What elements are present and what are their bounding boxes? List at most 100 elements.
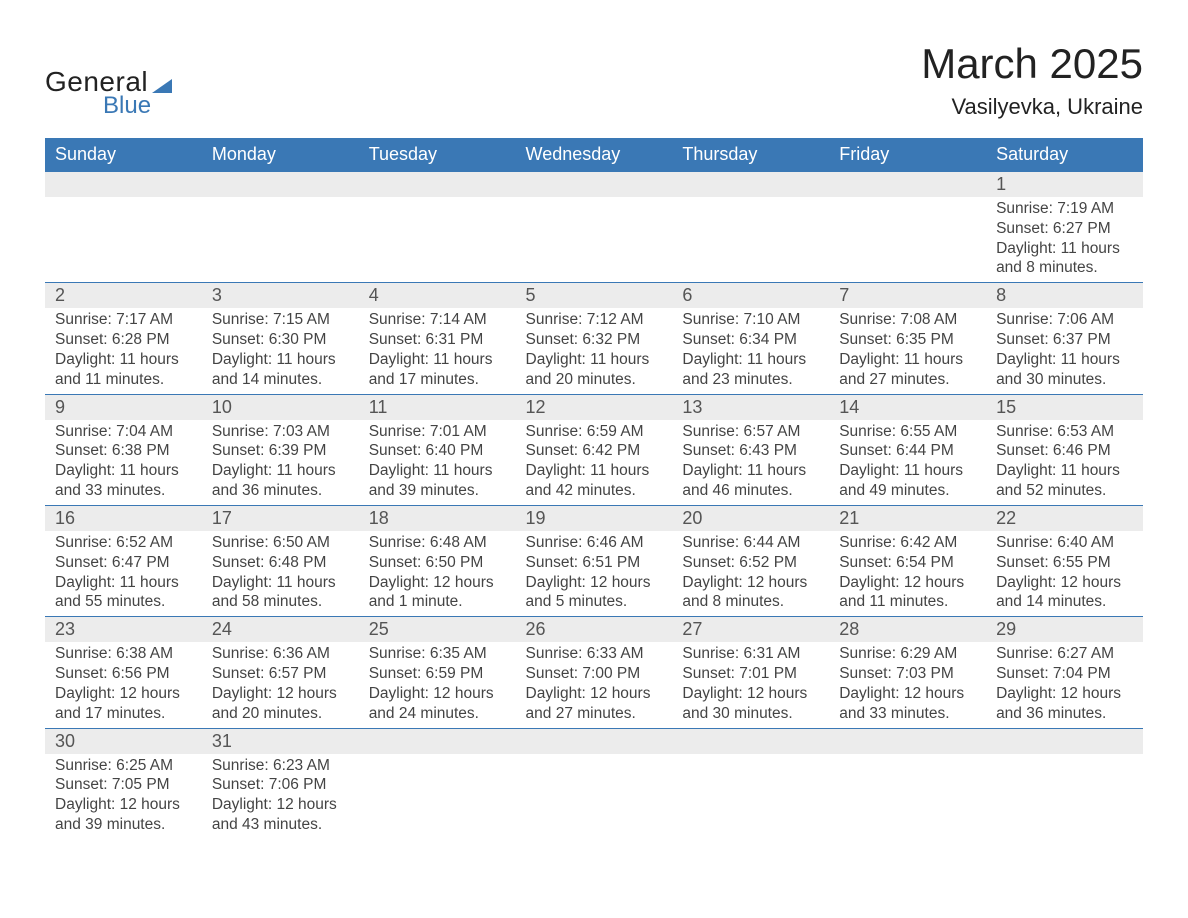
day-data: Sunrise: 7:19 AMSunset: 6:27 PMDaylight:… [986,197,1143,282]
day-data [829,197,986,223]
day-data: Sunrise: 6:40 AMSunset: 6:55 PMDaylight:… [986,531,1143,616]
day-data-cell: Sunrise: 6:59 AMSunset: 6:42 PMDaylight:… [516,420,673,506]
day-number-cell: 13 [672,394,829,420]
day-data-cell: Sunrise: 6:57 AMSunset: 6:43 PMDaylight:… [672,420,829,506]
day-data-cell: Sunrise: 6:48 AMSunset: 6:50 PMDaylight:… [359,531,516,617]
day-data-cell: Sunrise: 6:29 AMSunset: 7:03 PMDaylight:… [829,642,986,728]
day-number [829,172,986,197]
day-number-cell: 20 [672,505,829,531]
day-number-cell [986,728,1143,754]
day-data-cell: Sunrise: 6:52 AMSunset: 6:47 PMDaylight:… [45,531,202,617]
day-number-cell: 8 [986,283,1143,309]
day-number: 24 [202,617,359,642]
day-number: 15 [986,395,1143,420]
day-data: Sunrise: 6:31 AMSunset: 7:01 PMDaylight:… [672,642,829,727]
day-number: 16 [45,506,202,531]
day-data-cell: Sunrise: 7:10 AMSunset: 6:34 PMDaylight:… [672,308,829,394]
day-data [516,754,673,780]
title-block: March 2025 Vasilyevka, Ukraine [921,40,1143,120]
day-data: Sunrise: 7:10 AMSunset: 6:34 PMDaylight:… [672,308,829,393]
weekday-header: Saturday [986,138,1143,172]
day-number-cell: 26 [516,617,673,643]
day-number: 29 [986,617,1143,642]
day-data-cell [202,197,359,283]
day-number-cell: 23 [45,617,202,643]
day-number-cell: 12 [516,394,673,420]
day-number-cell [45,172,202,198]
day-data: Sunrise: 7:06 AMSunset: 6:37 PMDaylight:… [986,308,1143,393]
day-number: 3 [202,283,359,308]
day-data-cell: Sunrise: 6:25 AMSunset: 7:05 PMDaylight:… [45,754,202,839]
day-number-cell [829,728,986,754]
day-number: 18 [359,506,516,531]
day-data-cell: Sunrise: 7:17 AMSunset: 6:28 PMDaylight:… [45,308,202,394]
day-number: 20 [672,506,829,531]
day-data-cell [45,197,202,283]
day-number-cell [202,172,359,198]
weekday-header: Monday [202,138,359,172]
day-number-cell: 22 [986,505,1143,531]
day-data [359,754,516,780]
day-data: Sunrise: 6:44 AMSunset: 6:52 PMDaylight:… [672,531,829,616]
day-number-cell: 4 [359,283,516,309]
day-data-cell: Sunrise: 7:15 AMSunset: 6:30 PMDaylight:… [202,308,359,394]
day-data-cell: Sunrise: 6:50 AMSunset: 6:48 PMDaylight:… [202,531,359,617]
day-number: 27 [672,617,829,642]
day-data: Sunrise: 6:59 AMSunset: 6:42 PMDaylight:… [516,420,673,505]
week-daynum-row: 9101112131415 [45,394,1143,420]
day-number-cell [359,728,516,754]
day-number-cell: 30 [45,728,202,754]
day-number-cell [672,728,829,754]
day-number-cell [359,172,516,198]
day-data-cell: Sunrise: 6:35 AMSunset: 6:59 PMDaylight:… [359,642,516,728]
day-data-cell: Sunrise: 7:19 AMSunset: 6:27 PMDaylight:… [986,197,1143,283]
day-data-cell [359,197,516,283]
day-number-cell: 6 [672,283,829,309]
day-number: 5 [516,283,673,308]
logo: General Blue [45,66,172,120]
week-data-row: Sunrise: 6:38 AMSunset: 6:56 PMDaylight:… [45,642,1143,728]
day-data-cell: Sunrise: 7:03 AMSunset: 6:39 PMDaylight:… [202,420,359,506]
day-data-cell: Sunrise: 6:38 AMSunset: 6:56 PMDaylight:… [45,642,202,728]
day-data-cell: Sunrise: 6:33 AMSunset: 7:00 PMDaylight:… [516,642,673,728]
day-number: 9 [45,395,202,420]
day-number-cell: 16 [45,505,202,531]
week-daynum-row: 16171819202122 [45,505,1143,531]
day-data [672,754,829,780]
day-number: 25 [359,617,516,642]
day-number-cell: 17 [202,505,359,531]
location: Vasilyevka, Ukraine [921,94,1143,120]
day-number-cell: 31 [202,728,359,754]
week-data-row: Sunrise: 7:19 AMSunset: 6:27 PMDaylight:… [45,197,1143,283]
day-data: Sunrise: 7:17 AMSunset: 6:28 PMDaylight:… [45,308,202,393]
day-data [986,754,1143,780]
day-data: Sunrise: 6:23 AMSunset: 7:06 PMDaylight:… [202,754,359,839]
day-number-cell: 19 [516,505,673,531]
day-data-cell [829,754,986,839]
day-number: 22 [986,506,1143,531]
day-number: 1 [986,172,1143,197]
day-number-cell: 7 [829,283,986,309]
day-number: 17 [202,506,359,531]
week-data-row: Sunrise: 7:04 AMSunset: 6:38 PMDaylight:… [45,420,1143,506]
day-data: Sunrise: 6:55 AMSunset: 6:44 PMDaylight:… [829,420,986,505]
day-data-cell: Sunrise: 6:55 AMSunset: 6:44 PMDaylight:… [829,420,986,506]
day-data: Sunrise: 6:35 AMSunset: 6:59 PMDaylight:… [359,642,516,727]
day-number-cell: 21 [829,505,986,531]
week-data-row: Sunrise: 7:17 AMSunset: 6:28 PMDaylight:… [45,308,1143,394]
day-data: Sunrise: 6:25 AMSunset: 7:05 PMDaylight:… [45,754,202,839]
day-data-cell: Sunrise: 6:42 AMSunset: 6:54 PMDaylight:… [829,531,986,617]
day-data: Sunrise: 6:42 AMSunset: 6:54 PMDaylight:… [829,531,986,616]
day-number: 12 [516,395,673,420]
day-data-cell [359,754,516,839]
day-number-cell: 29 [986,617,1143,643]
day-data-cell: Sunrise: 6:46 AMSunset: 6:51 PMDaylight:… [516,531,673,617]
day-data: Sunrise: 6:46 AMSunset: 6:51 PMDaylight:… [516,531,673,616]
week-data-row: Sunrise: 6:52 AMSunset: 6:47 PMDaylight:… [45,531,1143,617]
day-data-cell [672,754,829,839]
week-daynum-row: 3031 [45,728,1143,754]
day-number: 7 [829,283,986,308]
day-data: Sunrise: 7:03 AMSunset: 6:39 PMDaylight:… [202,420,359,505]
day-number-cell: 14 [829,394,986,420]
day-number: 6 [672,283,829,308]
